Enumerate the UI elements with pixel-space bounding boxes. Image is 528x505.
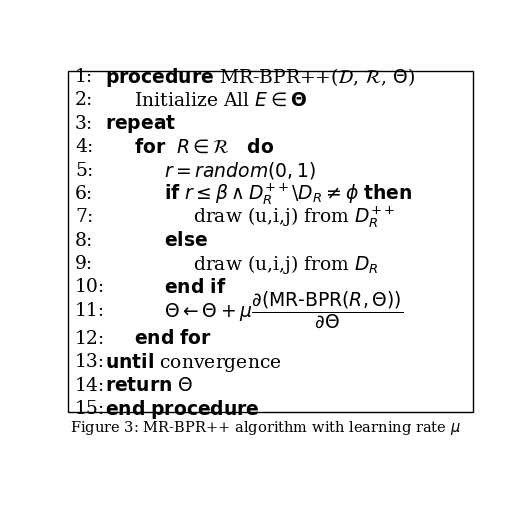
Text: 2:: 2: xyxy=(75,91,93,109)
Text: 8:: 8: xyxy=(75,231,93,249)
Text: 1:: 1: xyxy=(75,68,93,86)
Text: 6:: 6: xyxy=(75,185,93,203)
Text: $\mathbf{else}$: $\mathbf{else}$ xyxy=(164,231,208,250)
Text: 15:: 15: xyxy=(75,399,105,417)
Text: 12:: 12: xyxy=(75,329,105,347)
Text: 3:: 3: xyxy=(75,115,93,133)
Text: $\mathbf{until}$ convergence: $\mathbf{until}$ convergence xyxy=(105,350,281,373)
Text: draw (u,i,j) from $D_R$: draw (u,i,j) from $D_R$ xyxy=(193,252,379,275)
Text: $\mathbf{for}$  $R \in \mathcal{R}$   $\mathbf{do}$: $\mathbf{for}$ $R \in \mathcal{R}$ $\mat… xyxy=(134,138,275,156)
Text: $\Theta \leftarrow \Theta + \mu\dfrac{\partial(\mathrm{MR\text{-}BPR}(R,\Theta)): $\Theta \leftarrow \Theta + \mu\dfrac{\p… xyxy=(164,290,403,331)
Bar xyxy=(68,72,473,413)
Text: $\mathbf{return}$ $\Theta$: $\mathbf{return}$ $\Theta$ xyxy=(105,376,193,394)
Text: Figure 3: MR-BPR++ algorithm with learning rate $\mu$: Figure 3: MR-BPR++ algorithm with learni… xyxy=(70,418,461,436)
Text: $\mathbf{end\ procedure}$: $\mathbf{end\ procedure}$ xyxy=(105,397,260,420)
Text: $\mathbf{end\ for}$: $\mathbf{end\ for}$ xyxy=(134,329,212,348)
Text: 5:: 5: xyxy=(75,161,93,179)
Text: 14:: 14: xyxy=(75,376,105,394)
Text: draw (u,i,j) from $D_R^{++}$: draw (u,i,j) from $D_R^{++}$ xyxy=(193,204,395,230)
Text: 10:: 10: xyxy=(75,278,105,296)
Text: 13:: 13: xyxy=(75,352,105,371)
Text: 11:: 11: xyxy=(75,301,105,319)
Text: 9:: 9: xyxy=(75,255,93,273)
Text: $\mathbf{end\ if}$: $\mathbf{end\ if}$ xyxy=(164,277,226,296)
Text: $r = \mathit{random}(0, 1)$: $r = \mathit{random}(0, 1)$ xyxy=(164,160,316,181)
Text: $\mathbf{repeat}$: $\mathbf{repeat}$ xyxy=(105,113,176,134)
Text: $\mathbf{if}$ $r \leq \beta \wedge D_R^{++}\backslash D_R \neq \phi$ $\mathbf{th: $\mathbf{if}$ $r \leq \beta \wedge D_R^{… xyxy=(164,181,412,207)
Text: $\mathbf{procedure}$ MR-BPR++($\mathcal{D}$, $\mathcal{R}$, $\Theta$): $\mathbf{procedure}$ MR-BPR++($\mathcal{… xyxy=(105,66,416,88)
Text: Initialize All $E \in \mathbf{\Theta}$: Initialize All $E \in \mathbf{\Theta}$ xyxy=(134,91,307,109)
Text: 7:: 7: xyxy=(75,208,93,226)
Text: 4:: 4: xyxy=(75,138,93,156)
